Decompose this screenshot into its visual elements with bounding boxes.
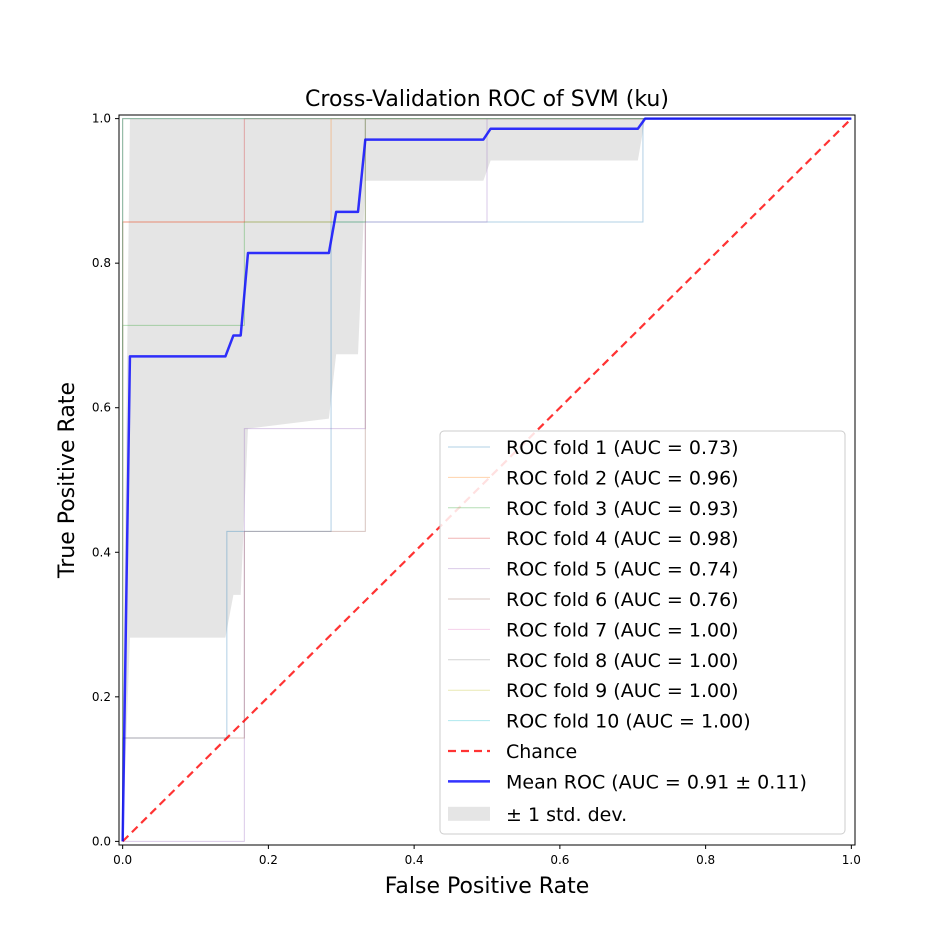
- legend-label: ROC fold 4 (AUC = 0.98): [506, 528, 739, 550]
- legend-label: Mean ROC (AUC = 0.91 ± 0.11): [506, 771, 807, 793]
- roc-fold-4-line: [122, 118, 852, 842]
- legend-label: Chance: [506, 741, 577, 763]
- y-axis-ticks: 0.0 0.2 0.4 0.6 0.8 1.0: [92, 112, 119, 848]
- legend-label: ROC fold 10 (AUC = 1.00): [506, 711, 751, 733]
- legend-label: ROC fold 7 (AUC = 1.00): [506, 619, 739, 641]
- legend-box: [439, 430, 846, 835]
- chart-title: Cross-Validation ROC of SVM (ku): [305, 87, 669, 112]
- roc-fold-1-line: [122, 118, 852, 842]
- y-tick-label: 0.0: [92, 834, 111, 848]
- std-band-area: [122, 118, 852, 842]
- legend-label: ROC fold 1 (AUC = 0.73): [506, 437, 739, 459]
- x-tick-label: 0.2: [259, 853, 278, 867]
- legend-label: ROC fold 5 (AUC = 0.74): [506, 559, 739, 581]
- std-band-layer: [122, 118, 852, 842]
- legend: ROC fold 1 (AUC = 0.73) ROC fold 2 (AUC =…: [439, 430, 846, 835]
- x-tick-label: 0.8: [696, 853, 715, 867]
- y-tick-label: 0.8: [92, 256, 111, 270]
- roc-fold-9-line: [122, 118, 852, 842]
- y-tick-label: 0.6: [92, 401, 111, 415]
- x-tick-label: 0.0: [113, 853, 132, 867]
- x-axis-ticks: 0.0 0.2 0.4 0.6 0.8 1.0: [113, 845, 861, 867]
- roc-fold-3-line: [122, 118, 852, 842]
- legend-label: ROC fold 3 (AUC = 0.93): [506, 498, 739, 520]
- fold-lines-layer: [122, 118, 852, 842]
- mean-roc-layer: [121, 117, 852, 842]
- legend-label: ROC fold 2 (AUC = 0.96): [506, 467, 739, 489]
- roc-fold-6-line: [122, 118, 852, 842]
- x-tick-label: 0.6: [550, 853, 569, 867]
- roc-fold-2-line: [122, 118, 852, 842]
- plot-frame: [118, 114, 856, 846]
- y-tick-label: 0.4: [92, 545, 111, 559]
- mean-roc-line: [121, 117, 852, 842]
- legend-label: ROC fold 8 (AUC = 1.00): [506, 650, 739, 672]
- legend-label: ± 1 std. dev.: [506, 804, 627, 826]
- roc-fold-10-line: [122, 118, 852, 842]
- x-axis-label: False Positive Rate: [385, 874, 589, 899]
- roc-fold-7-line: [122, 118, 852, 842]
- x-tick-label: 0.4: [405, 853, 424, 867]
- legend-band-handle: [448, 806, 490, 821]
- y-axis-label: True Positive Rate: [55, 382, 80, 579]
- roc-fold-8-line: [122, 118, 852, 842]
- x-tick-label: 1.0: [842, 853, 861, 867]
- legend-label: ROC fold 6 (AUC = 0.76): [506, 589, 739, 611]
- y-tick-label: 1.0: [92, 112, 111, 126]
- legend-label: ROC fold 9 (AUC = 1.00): [506, 680, 739, 702]
- y-tick-label: 0.2: [92, 690, 111, 704]
